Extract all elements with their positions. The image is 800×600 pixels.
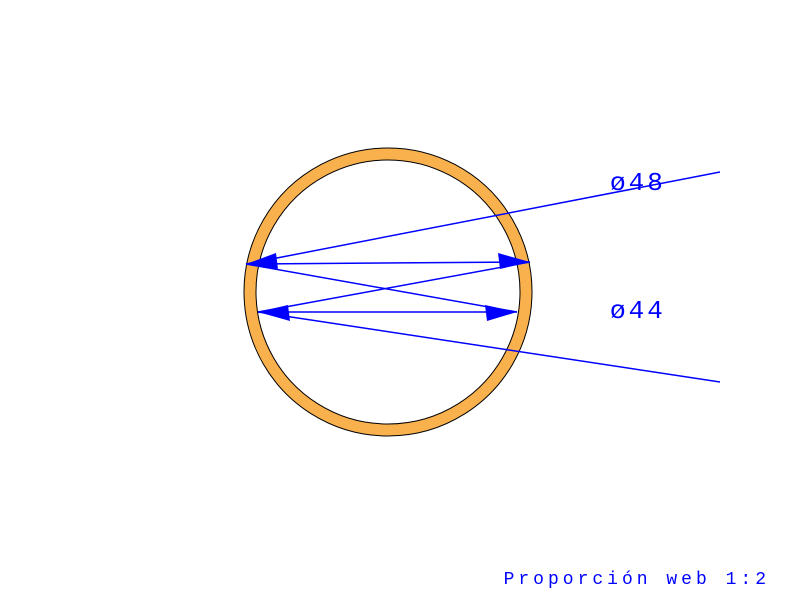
cross-line-b <box>258 262 530 312</box>
footer-scale-label: Proporción web 1:2 <box>504 570 770 590</box>
dimension-outer-label: ø48 <box>610 168 666 198</box>
dimension-inner: ø44 <box>258 296 720 382</box>
drawing-canvas: ø48 ø44 Proporción web 1:2 <box>0 0 800 600</box>
profile-ring <box>244 148 532 436</box>
dimension-inner-label: ø44 <box>610 296 666 326</box>
